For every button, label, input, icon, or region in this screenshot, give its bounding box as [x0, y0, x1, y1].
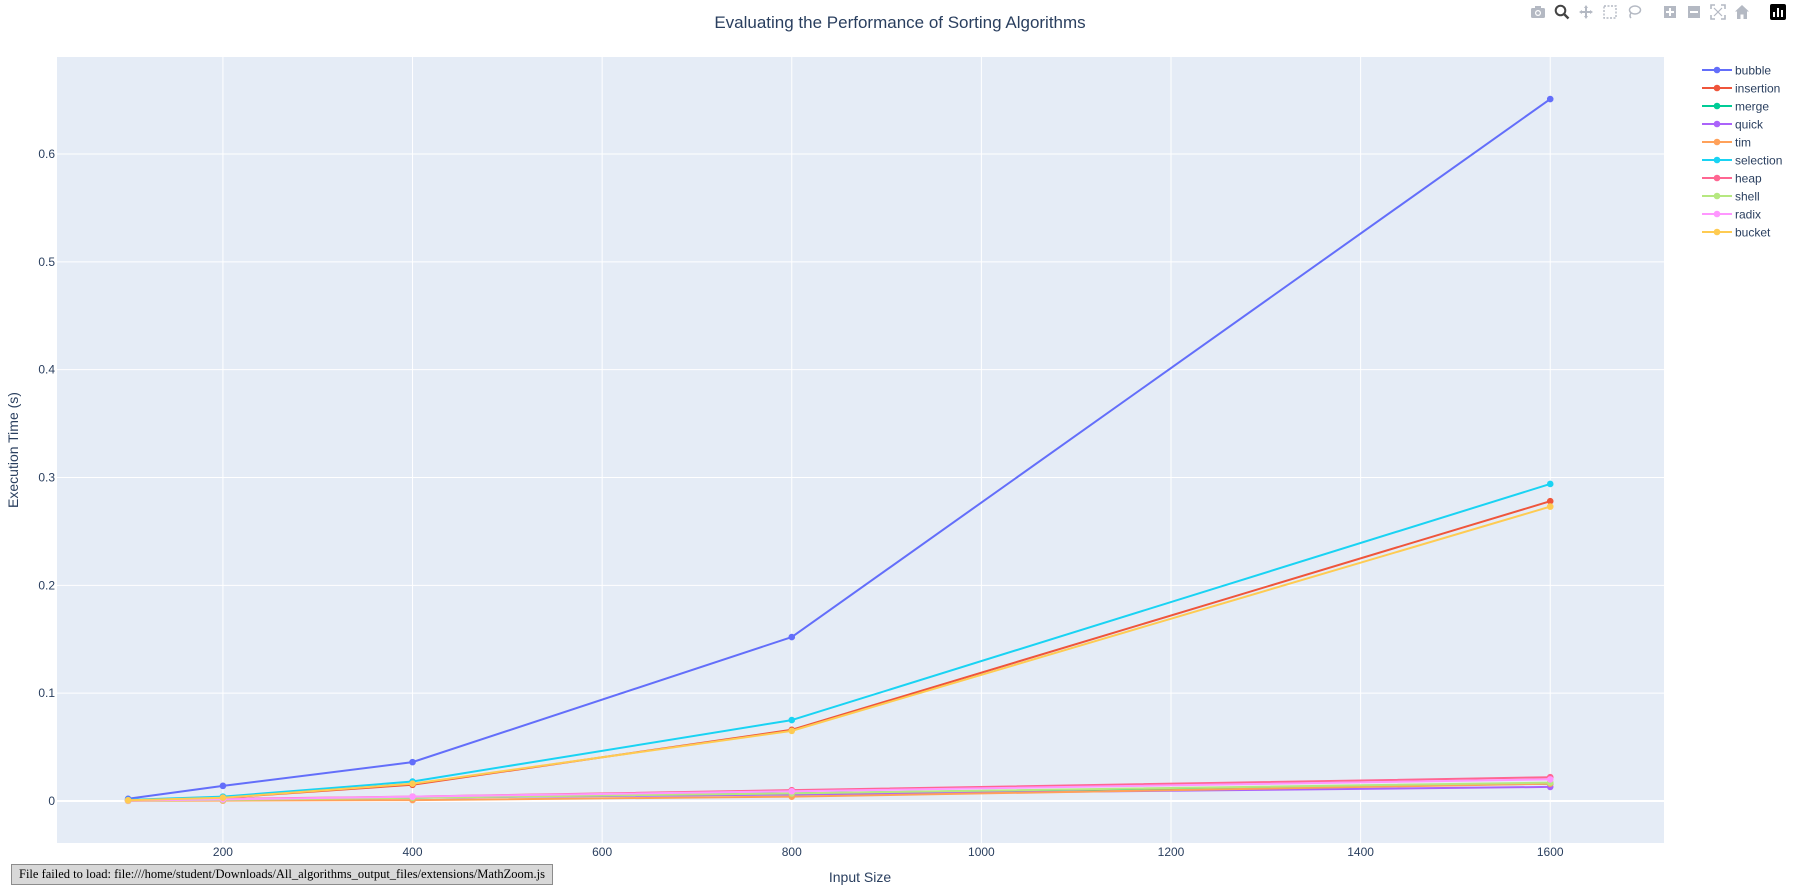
legend-swatch-marker — [1713, 138, 1721, 146]
x-tick-label: 1400 — [1347, 845, 1374, 859]
legend-label: tim — [1735, 136, 1751, 150]
status-message: File failed to load: file:///home/studen… — [11, 864, 553, 885]
legend-item-insertion[interactable]: insertion — [1702, 82, 1780, 96]
x-tick-label: 600 — [592, 845, 612, 859]
plot-area[interactable] — [57, 57, 1664, 843]
x-tick-label: 1200 — [1158, 845, 1185, 859]
y-axis-label: Execution Time (s) — [5, 392, 21, 508]
series-bucket — [124, 503, 1554, 804]
x-tick-label: 1600 — [1537, 845, 1564, 859]
y-tick-label: 0.5 — [38, 255, 55, 269]
legend-item-merge[interactable]: merge — [1702, 100, 1769, 114]
data-point-selection[interactable] — [788, 716, 796, 724]
plotly-logo-icon[interactable] — [1768, 2, 1788, 22]
legend-swatch-marker — [1713, 228, 1721, 236]
legend-label: bucket — [1735, 226, 1771, 240]
data-point-radix[interactable] — [409, 793, 416, 800]
x-tick-label: 400 — [403, 845, 423, 859]
legend-item-quick[interactable]: quick — [1702, 118, 1764, 132]
data-point-selection[interactable] — [1546, 480, 1554, 488]
y-tick-label: 0.1 — [38, 686, 55, 700]
legend-swatch-marker — [1713, 120, 1721, 128]
legend-item-selection[interactable]: selection — [1702, 154, 1782, 168]
data-point-bubble[interactable] — [1546, 95, 1554, 103]
data-point-radix[interactable] — [788, 787, 796, 795]
legend-item-heap[interactable]: heap — [1702, 172, 1762, 186]
y-tick-label: 0.2 — [38, 578, 55, 592]
legend-label: insertion — [1735, 82, 1780, 96]
legend-label: radix — [1735, 208, 1761, 222]
x-gridlines — [222, 57, 1551, 843]
legend-swatch-marker — [1713, 102, 1721, 110]
chart-title: Evaluating the Performance of Sorting Al… — [714, 13, 1085, 32]
legend-item-shell[interactable]: shell — [1702, 190, 1760, 204]
legend-item-bucket[interactable]: bucket — [1702, 226, 1771, 240]
x-tick-label: 200 — [213, 845, 233, 859]
data-point-bucket[interactable] — [409, 780, 416, 787]
legend-label: quick — [1735, 118, 1764, 132]
legend-swatch-marker — [1713, 66, 1721, 74]
legend-swatch-marker — [1713, 84, 1721, 92]
legend-swatch-marker — [1713, 156, 1721, 164]
legend-item-tim[interactable]: tim — [1702, 136, 1751, 150]
series-lines — [124, 95, 1554, 805]
modebar — [1528, 2, 1788, 22]
x-tick-label: 800 — [782, 845, 802, 859]
data-point-radix[interactable] — [1546, 776, 1554, 783]
legend-swatch-marker — [1713, 174, 1721, 182]
legend-swatch-marker — [1713, 192, 1721, 200]
legend-item-radix[interactable]: radix — [1702, 208, 1761, 222]
data-point-insertion[interactable] — [1546, 497, 1554, 505]
data-point-bucket[interactable] — [219, 794, 227, 802]
y-tick-label: 0.6 — [38, 147, 55, 161]
pan-icon[interactable] — [1576, 2, 1596, 22]
x-axis-label: Input Size — [829, 869, 891, 885]
legend-label: heap — [1735, 172, 1762, 186]
y-tick-labels: 0 0.1 0.2 0.3 0.4 0.5 0.6 — [38, 147, 55, 808]
reset-axes-icon[interactable] — [1732, 2, 1752, 22]
autoscale-icon[interactable] — [1708, 2, 1728, 22]
data-point-bubble[interactable] — [788, 633, 796, 641]
zoom-out-icon[interactable] — [1684, 2, 1704, 22]
x-tick-label: 1000 — [968, 845, 995, 859]
data-point-bucket[interactable] — [788, 727, 796, 735]
legend-swatch-marker — [1713, 210, 1721, 218]
data-point-bubble[interactable] — [409, 758, 416, 766]
y-tick-label: 0 — [48, 794, 55, 808]
y-tick-label: 0.4 — [38, 363, 55, 377]
zoom-icon[interactable] — [1552, 2, 1572, 22]
legend-label: selection — [1735, 154, 1782, 168]
zoom-in-icon[interactable] — [1660, 2, 1680, 22]
data-point-bucket[interactable] — [124, 797, 132, 804]
legend-label: shell — [1735, 190, 1760, 204]
y-tick-label: 0.3 — [38, 470, 55, 484]
camera-icon[interactable] — [1528, 2, 1548, 22]
legend-item-bubble[interactable]: bubble — [1702, 64, 1771, 78]
data-point-bubble[interactable] — [219, 782, 227, 790]
y-gridlines — [57, 153, 1664, 802]
box-select-icon[interactable] — [1600, 2, 1620, 22]
x-tick-labels: 200 400 600 800 1000 1200 1400 1600 — [213, 845, 1564, 859]
legend-label: bubble — [1735, 64, 1771, 78]
lasso-icon[interactable] — [1624, 2, 1644, 22]
legend-label: merge — [1735, 100, 1769, 114]
data-point-bucket[interactable] — [1546, 503, 1554, 510]
legend: bubble insertion merge quick tim selection hea… — [1702, 64, 1782, 240]
